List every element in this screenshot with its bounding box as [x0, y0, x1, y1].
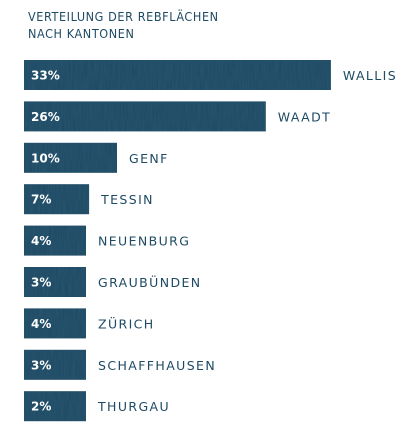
chart-title: VERTEILUNG DER REBFLÄCHEN NACH KANTONEN	[28, 8, 328, 42]
bar-value-label-8: 2%	[31, 400, 51, 414]
category-label-7: SCHAFFHAUSEN	[98, 358, 216, 373]
bar-texture-7	[24, 349, 86, 380]
bar-texture-3	[24, 184, 90, 215]
bar-value-label-3: 7%	[31, 193, 51, 207]
chart-title-line-1: VERTEILUNG DER REBFLÄCHEN	[28, 9, 219, 24]
bar-texture-4	[24, 225, 86, 256]
category-label-5: GRAUBÜNDEN	[98, 274, 202, 290]
bar-value-label-5: 3%	[31, 276, 51, 290]
bar-texture-0	[24, 60, 331, 90]
category-label-4: NEUENBURG	[98, 234, 190, 249]
chart-title-line-2: NACH KANTONEN	[28, 26, 135, 41]
bar-texture-5	[24, 267, 86, 297]
bar-value-label-4: 4%	[31, 234, 51, 248]
bar-texture-6	[24, 308, 86, 339]
bar-texture-1	[24, 101, 266, 132]
category-label-2: GENF	[129, 151, 169, 166]
bar-value-label-2: 10%	[31, 151, 60, 165]
bar-value-label-6: 4%	[31, 317, 51, 331]
category-label-0: WALLIS	[343, 68, 397, 83]
category-label-6: ZÜRICH	[98, 315, 155, 331]
bar-texture-8	[24, 391, 86, 422]
bar-value-label-7: 3%	[31, 358, 51, 372]
category-label-8: THURGAU	[97, 399, 170, 414]
bars-group: 33% WALLIS 26% WAADT 10% GENF 7% TESSIN 4% NEUENB…	[24, 60, 397, 422]
category-label-1: WAADT	[278, 109, 331, 124]
category-label-3: TESSIN	[100, 192, 154, 207]
bar-value-label-1: 26%	[31, 110, 60, 124]
bar-texture-2	[24, 142, 117, 173]
bar-value-label-0: 33%	[31, 69, 60, 83]
